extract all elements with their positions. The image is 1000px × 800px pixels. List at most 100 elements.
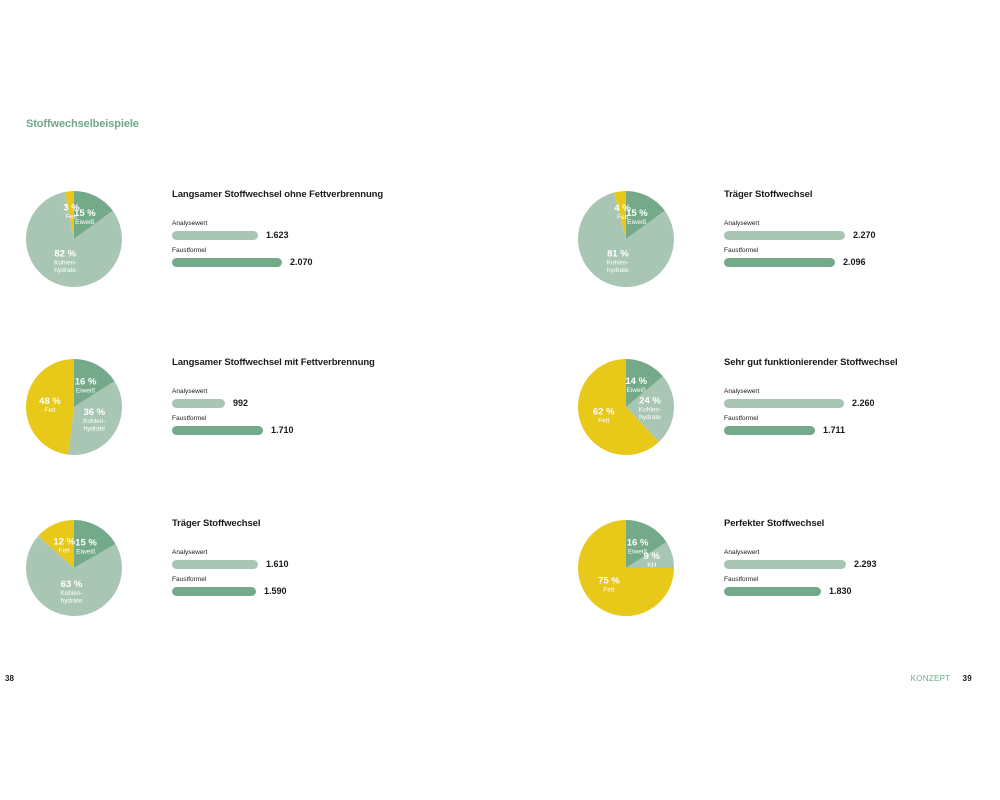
pie-percent-fett: 75 % (598, 576, 620, 587)
pie-percent-kohlenhydrate: 24 % (639, 396, 661, 407)
pie-label-kohlenhydrate: 9 %KH (644, 551, 661, 569)
pie-slice-name-kohlenhydrate: KH (647, 562, 656, 569)
rule-of-thumb-number: 1.590 (264, 586, 287, 596)
pie-percent-kohlenhydrate: 81 % (607, 249, 629, 260)
analysis-value-label: Analysewert (724, 220, 760, 227)
rule-of-thumb-label: Faustformel (724, 576, 759, 583)
rule-of-thumb-bar (172, 587, 256, 596)
pie-slice-fett (38, 520, 74, 568)
rule-of-thumb-label: Faustformel (724, 415, 759, 422)
rule-of-thumb-bar (724, 426, 815, 435)
pie-slice-name-kohlenhydrate: Kohlen- (639, 407, 661, 414)
analysis-value-bar (172, 231, 258, 240)
pie-slice-kohlenhydrate (67, 381, 123, 455)
rule-of-thumb-label: Faustformel (172, 576, 207, 583)
pie-slice-name-fett: Fett (617, 214, 628, 221)
pie-label-kohlenhydrate: 63 %Kohlen-hydrate (60, 579, 83, 605)
rule-of-thumb-number: 1.710 (271, 425, 294, 435)
analysis-value-bar (172, 560, 258, 569)
rule-of-thumb-label: Faustformel (172, 247, 207, 254)
pie-slice-name-fett: Fett (59, 548, 70, 555)
pie-slice-kohlenhydrate (626, 376, 674, 442)
pie-slice-name-fett: Fett (603, 587, 614, 594)
pie-slice-name-eiweiss: Eiweiß (627, 219, 647, 226)
analysis-value-number: 1.623 (266, 230, 289, 240)
pie-slice-eiweiss (74, 520, 116, 568)
pie-slice-name-eiweiss: Eiweiß (76, 388, 96, 395)
pie-label-kohlenhydrate: 81 %Kohlen-hydrate (607, 249, 630, 275)
pie-slice-kohlenhydrate (578, 192, 674, 287)
analysis-value-bar (172, 399, 225, 408)
pie-slice-fett (26, 359, 74, 455)
pie-label-eiweiss: 14 %Eiweiß (625, 376, 647, 394)
example-title: Langsamer Stoffwechsel mit Fettverbrennu… (172, 357, 375, 368)
section-title: Stoffwechselbeispiele (26, 118, 139, 130)
pie-percent-fett: 48 % (39, 396, 61, 407)
pie-percent-fett: 12 % (53, 537, 75, 548)
pie-label-fett: 3 %Fett (63, 203, 80, 221)
pie-label-eiweiss: 15 %Eiweiß (74, 208, 96, 226)
metabolism-example-1: 15 % Eiweiß 82 % Kohlen-hydrate 3 % Fett Langs… (26, 189, 446, 299)
pie-label-kohlenhydrate: 82 %Kohlen-hydrate (54, 248, 77, 273)
pie-percent-fett: 3 % (63, 203, 80, 214)
pie-slice-name-eiweiss: Eiweiß (626, 387, 646, 394)
example-title: Langsamer Stoffwechsel ohne Fettverbrenn… (172, 189, 384, 200)
left-page-number: 38 (5, 674, 14, 683)
pie-label-fett: 75 %Fett (598, 576, 620, 594)
pie-label-fett: 12 %Fett (53, 537, 75, 555)
rule-of-thumb-bar (724, 258, 835, 267)
rule-of-thumb-number: 1.711 (823, 425, 846, 435)
rule-of-thumb-bar (724, 587, 821, 596)
pie-slice-fett (578, 359, 659, 455)
metabolism-example-6: 16 % Eiweiß 9 % KH 75 % Fett Perfekter Stoffwe… (578, 518, 998, 628)
analysis-value-number: 2.270 (853, 230, 876, 240)
pie-slice-kohlenhydrate (626, 542, 674, 568)
pie-percent-eiweiss: 15 % (626, 208, 648, 219)
pie-percent-eiweiss: 15 % (74, 208, 96, 219)
pie-percent-eiweiss: 15 % (75, 538, 97, 549)
macro-pie-chart: 14 %Eiweiß 24 %Kohlen-hydrate 62 %Fett (578, 359, 674, 455)
pie-slice-name-kohlenhydrate: hydrate (61, 597, 83, 604)
analysis-value-number: 992 (233, 398, 249, 408)
macro-pie-chart: 16 %Eiweiß 36 %Kohlen-hydrate 48 %Fett (26, 359, 123, 455)
pie-slice-name-eiweiss: Eiweiß (76, 549, 96, 556)
pie-label-eiweiss: 15 %Eiweiß (626, 208, 648, 226)
pie-slice-name-kohlenhydrate: hydrate (54, 267, 76, 274)
example-title: Träger Stoffwechsel (172, 518, 261, 529)
pie-label-fett: 48 %Fett (39, 396, 61, 414)
pie-label-eiweiss: 15 %Eiweiß (75, 538, 97, 556)
pie-slice-name-kohlenhydrate: hydrate (639, 414, 661, 421)
pie-percent-eiweiss: 16 % (75, 377, 97, 388)
pie-slice-fett (614, 191, 626, 239)
rule-of-thumb-label: Faustformel (724, 247, 759, 254)
example-title: Sehr gut funktionierender Stoffwechsel (724, 357, 898, 368)
analysis-value-label: Analysewert (172, 220, 208, 227)
analysis-value-label: Analysewert (172, 549, 208, 556)
pie-slice-eiweiss (626, 359, 663, 407)
analysis-value-label: Analysewert (172, 388, 208, 395)
pie-slice-kohlenhydrate (26, 191, 122, 287)
pie-slice-name-kohlenhydrate: hydrate (607, 267, 629, 274)
pie-label-fett: 4 %Fett (614, 203, 631, 221)
pie-slice-eiweiss (74, 359, 115, 407)
pie-label-fett: 62 %Fett (593, 406, 615, 424)
analysis-value-number: 1.610 (266, 559, 289, 569)
pie-slice-eiweiss (626, 520, 667, 568)
metabolism-example-5: 15 % Eiweiß 63 % Kohlen-hydrate 12 % Fett Träg… (26, 518, 446, 628)
pie-percent-kohlenhydrate: 36 % (83, 407, 105, 418)
footer-section-label: KONZEPT 39 (910, 674, 972, 683)
pie-slice-name-kohlenhydrate: Kohlen- (83, 418, 105, 425)
pie-percent-kohlenhydrate: 9 % (644, 551, 661, 562)
pie-slice-name-kohlenhydrate: hydrate (83, 425, 105, 432)
pie-slice-name-eiweiss: Eiweiß (628, 549, 648, 556)
pie-percent-kohlenhydrate: 63 % (61, 579, 83, 590)
analysis-value-bar (724, 399, 844, 408)
pie-slice-eiweiss (626, 191, 665, 239)
pie-slice-name-fett: Fett (44, 407, 55, 414)
example-title: Träger Stoffwechsel (724, 189, 813, 200)
metabolism-example-4: 14 % Eiweiß 24 % Kohlen-hydrate 62 % Fett Sehr… (578, 357, 998, 467)
macro-pie-chart: 15 %Eiweiß 82 %Kohlen-hydrate 3 %Fett (26, 191, 122, 287)
pie-slice-name-fett: Fett (66, 214, 77, 221)
rule-of-thumb-bar (172, 258, 282, 267)
